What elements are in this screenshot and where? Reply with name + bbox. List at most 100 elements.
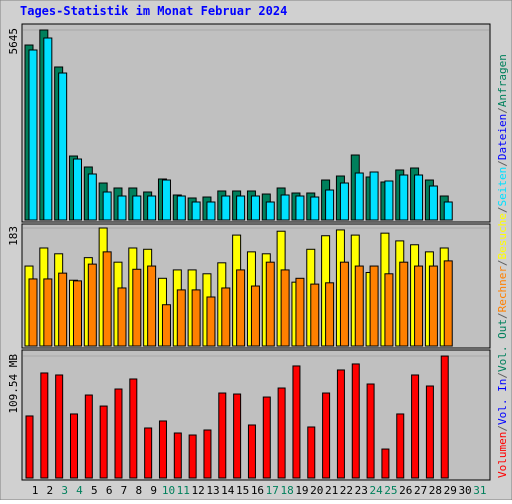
bar [173,432,182,479]
legend-separator: / [496,312,509,319]
bar [428,265,438,347]
x-tick-label: 31 [473,484,486,497]
x-tick-label: 1 [32,484,39,497]
bar [396,413,405,479]
x-tick-label: 23 [355,484,368,497]
x-tick-label: 8 [135,484,142,497]
bar [440,355,449,479]
x-tick-label: 29 [444,484,457,497]
x-tick-label: 18 [280,484,293,497]
bar [399,174,409,221]
x-tick-label: 5 [91,484,98,497]
bar [158,420,167,479]
bar [176,195,186,221]
bar [384,273,394,347]
bar [188,434,197,479]
legend-separator: / [496,160,509,167]
bar [325,282,335,347]
bar [203,429,212,479]
x-tick-label: 2 [47,484,54,497]
x-tick-label: 26 [399,484,412,497]
x-tick-label: 24 [369,484,383,497]
y-tick-label: 183 [7,226,20,246]
bar [132,195,142,221]
bar [369,171,379,221]
bar [428,185,438,221]
bar [191,201,201,221]
bar [28,278,38,347]
bar [384,180,394,221]
bar [87,263,97,347]
bar [69,413,78,479]
legend-separator: / [496,425,509,432]
bar [191,289,201,347]
x-tick-label: 30 [458,484,471,497]
bar [161,179,171,221]
bar [221,195,231,221]
bar [84,394,93,479]
x-tick-label: 17 [266,484,279,497]
bar [262,396,271,479]
legend-entry: Vol. Out [496,319,509,372]
bar [307,426,316,479]
legend-separator: / [496,107,509,114]
bar [339,261,349,347]
legend-entry: Vol. In [496,379,509,425]
x-tick-label: 12 [192,484,205,497]
x-tick-label: 16 [251,484,264,497]
bar [102,191,112,221]
bar [310,196,320,221]
bar [250,195,260,221]
bar [28,49,38,221]
bar [102,251,112,347]
bar [381,448,390,479]
bar [339,182,349,221]
bar [411,374,420,479]
legend-separator: / [496,206,509,213]
bar [99,405,108,479]
bar [206,296,216,347]
bar [295,277,305,347]
bar [322,392,331,479]
legend-separator: / [496,259,509,266]
y-tick-label: 109.54 MB [7,354,20,414]
x-tick-label: 21 [325,484,338,497]
bar [280,269,290,347]
bar [354,265,364,347]
bar [414,174,424,221]
x-tick-label: 15 [236,484,249,497]
bar [117,195,127,221]
legend-separator: / [496,372,509,379]
x-tick-label: 19 [295,484,308,497]
x-tick-label: 20 [310,484,323,497]
bar [425,385,434,479]
chart-title: Tages-Statistik im Monat Februar 2024 [20,4,287,18]
x-tick-label: 22 [340,484,353,497]
bar [58,272,68,347]
bar [55,374,64,479]
bar [292,365,301,479]
bar [443,260,453,347]
bar [147,265,157,347]
bar [144,427,153,479]
bar [218,392,227,479]
y-tick-label: 5645 [7,28,20,55]
bar [206,201,216,221]
x-tick-label: 25 [384,484,397,497]
bar [40,372,49,479]
bar [129,378,138,479]
bar [43,278,53,347]
bar [233,393,242,479]
legend-entry: Anfragen [496,54,509,107]
bar [310,283,320,347]
bar [58,72,68,221]
bar [295,195,305,221]
x-tick-label: 11 [177,484,190,497]
bar [176,289,186,347]
bar [236,269,246,347]
x-tick-label: 7 [121,484,128,497]
bar [265,261,275,347]
bar [247,424,256,479]
